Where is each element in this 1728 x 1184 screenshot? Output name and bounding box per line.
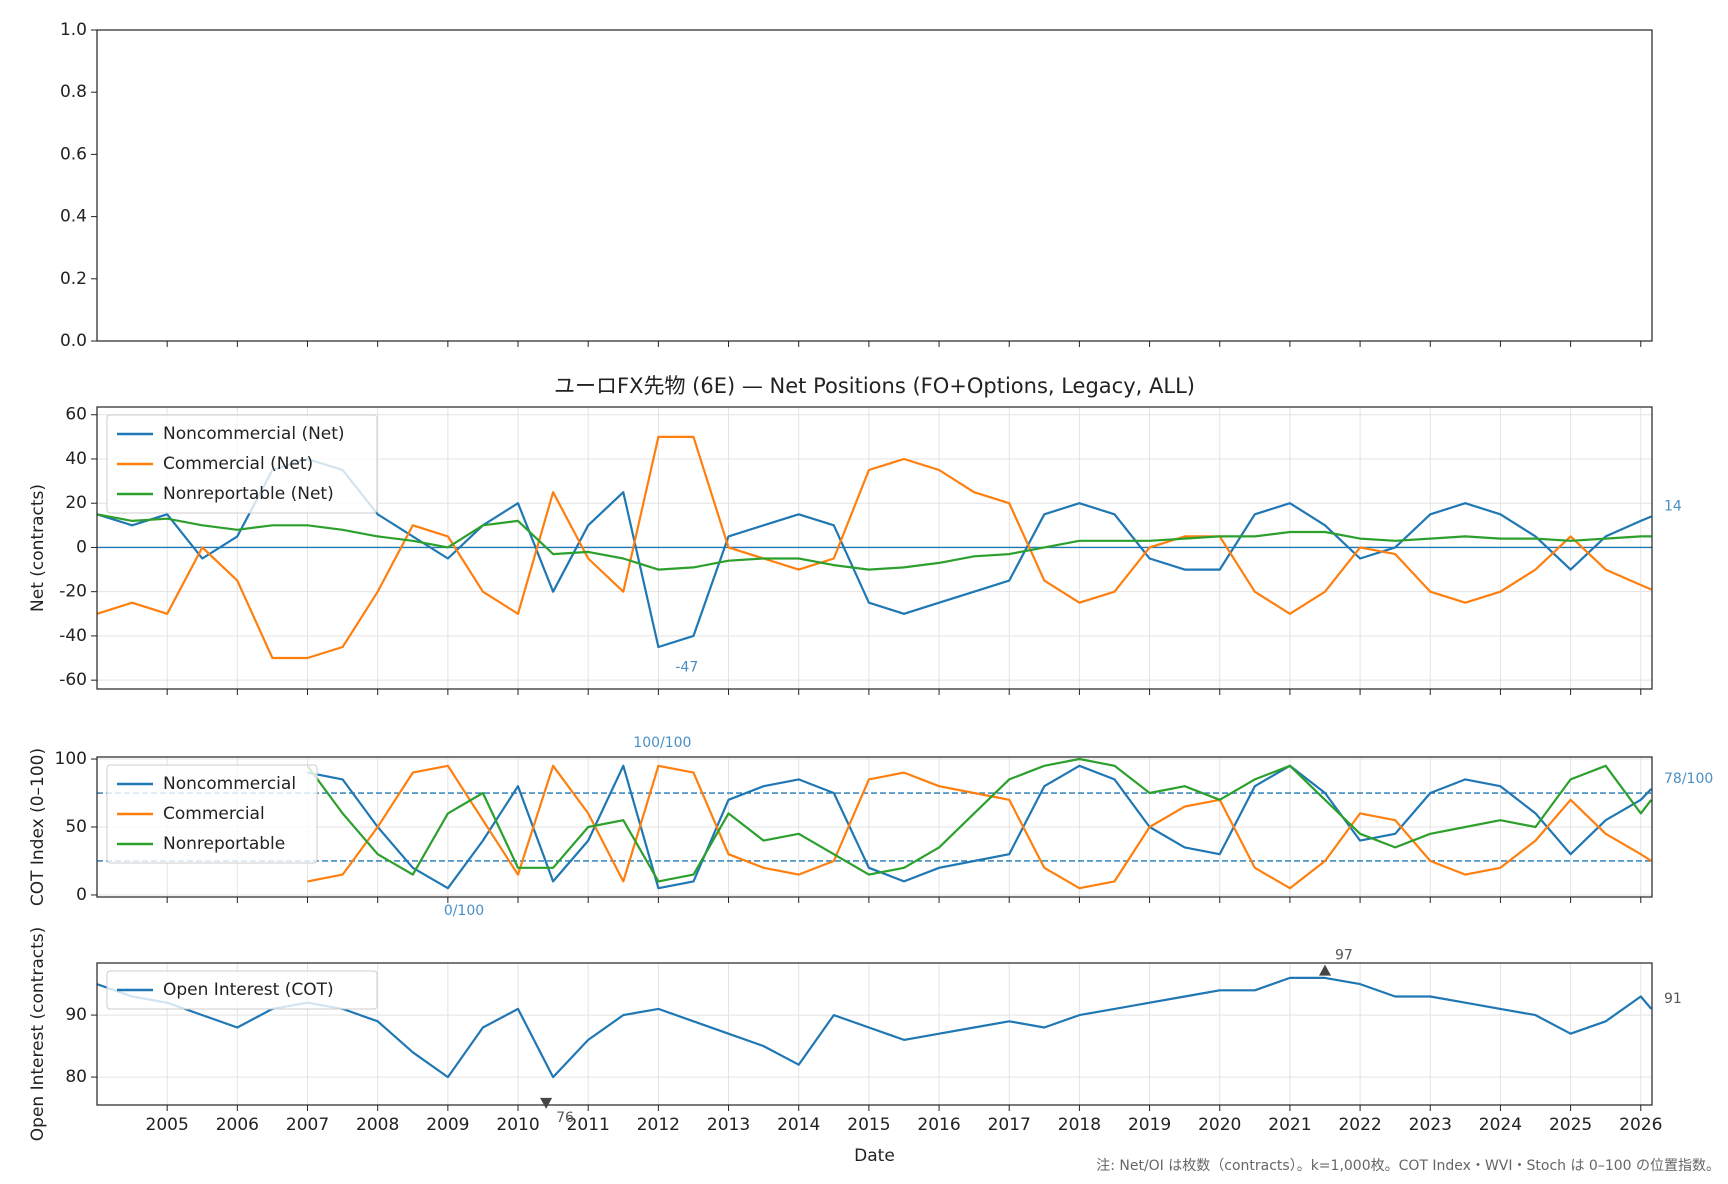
x-tick-label: 2026 xyxy=(1619,1115,1662,1135)
extreme-marker xyxy=(540,1097,553,1109)
x-tick-label: 2011 xyxy=(567,1115,610,1135)
legend-label: Open Interest (COT) xyxy=(163,980,334,1000)
x-tick-label: 2009 xyxy=(426,1115,469,1135)
legend-label: Noncommercial xyxy=(163,774,296,794)
y-tick-label: -40 xyxy=(59,626,87,646)
legend-label: Nonreportable xyxy=(163,834,285,854)
legend: Noncommercial (Net) Commercial (Net) Nonre… xyxy=(106,414,378,514)
y-axis-label: Net (contracts) xyxy=(28,484,48,612)
y-tick-label: -20 xyxy=(59,582,87,602)
x-tick-label: 2006 xyxy=(216,1115,259,1135)
y-tick-label: 0.0 xyxy=(60,331,87,351)
annotation: 97 xyxy=(1335,948,1353,964)
extreme-marker xyxy=(1319,964,1332,976)
x-tick-label: 2025 xyxy=(1549,1115,1592,1135)
y-tick-label: 0 xyxy=(76,885,87,905)
x-tick-label: 2007 xyxy=(286,1115,329,1135)
legend-box xyxy=(106,764,318,864)
plot-frame xyxy=(96,756,1653,898)
series-line xyxy=(96,976,1653,1079)
x-tick-label: 2013 xyxy=(707,1115,750,1135)
legend-box xyxy=(106,414,378,514)
x-tick-label: 2012 xyxy=(637,1115,680,1135)
plot-frame xyxy=(96,962,1653,1106)
x-tick-label: 2014 xyxy=(777,1115,820,1135)
x-tick-label: 2010 xyxy=(496,1115,539,1135)
y-tick-label: 0.6 xyxy=(60,144,87,164)
x-tick-label: 2022 xyxy=(1338,1115,1381,1135)
x-tick-label: 2019 xyxy=(1128,1115,1171,1135)
legend-label: Noncommercial (Net) xyxy=(163,424,345,444)
x-tick-label: 2018 xyxy=(1058,1115,1101,1135)
y-tick-label: 40 xyxy=(65,449,87,469)
x-tick-label: 2008 xyxy=(356,1115,399,1135)
footnote: 注: Net/OI は枚数（contracts）。k=1,000枚。COT In… xyxy=(1096,1158,1720,1174)
y-tick-label: 0.8 xyxy=(60,82,87,102)
y-tick-label: -60 xyxy=(59,670,87,690)
y-tick-label: 20 xyxy=(65,493,87,513)
legend-label: Nonreportable (Net) xyxy=(163,484,334,504)
y-tick-label: 60 xyxy=(65,405,87,425)
x-tick-label: 2023 xyxy=(1409,1115,1452,1135)
legend-box xyxy=(106,970,378,1010)
legend-label: Commercial xyxy=(163,804,265,824)
y-tick-label: 90 xyxy=(65,1005,87,1025)
annotation: -47 xyxy=(675,659,698,675)
y-tick-label: 0 xyxy=(76,537,87,557)
x-tick-label: 2005 xyxy=(146,1115,189,1135)
series-line xyxy=(96,513,1652,571)
x-tick-label: 2020 xyxy=(1198,1115,1241,1135)
legend-label: Commercial (Net) xyxy=(163,454,313,474)
plot-frame xyxy=(96,29,1653,342)
y-tick-label: 50 xyxy=(65,817,87,837)
x-tick-label: 2017 xyxy=(988,1115,1031,1135)
y-axis-label: Open Interest (contracts) xyxy=(28,927,48,1141)
y-axis-label: COT Index (0–100) xyxy=(28,748,48,906)
x-tick-label: 2015 xyxy=(847,1115,890,1135)
y-tick-label: 0.2 xyxy=(60,269,87,289)
x-tick-label: 2016 xyxy=(917,1115,960,1135)
annotation: 76 xyxy=(556,1110,574,1126)
annotation: 91 xyxy=(1664,991,1682,1007)
y-tick-label: 80 xyxy=(65,1067,87,1087)
legend: Noncommercial Commercial Nonreportable xyxy=(106,764,318,864)
annotation: 0/100 xyxy=(444,903,484,919)
annotation: 100/100 xyxy=(633,735,691,751)
plot-frame xyxy=(96,406,1653,690)
y-tick-label: 0.4 xyxy=(60,207,87,227)
series-line xyxy=(307,764,1653,890)
x-tick-label: 2024 xyxy=(1479,1115,1522,1135)
annotation: 14 xyxy=(1664,498,1682,514)
legend: Open Interest (COT) xyxy=(106,970,378,1010)
chart-title: ユーロFX先物 (6E) — Net Positions (FO+Options… xyxy=(554,374,1195,398)
series-line xyxy=(96,435,1652,660)
annotation: 78/100 xyxy=(1664,771,1713,787)
x-tick-label: 2021 xyxy=(1268,1115,1311,1135)
y-tick-label: 100 xyxy=(55,749,87,769)
y-tick-label: 1.0 xyxy=(60,20,87,40)
series-line xyxy=(306,757,1653,883)
x-axis-label: Date xyxy=(854,1146,895,1166)
